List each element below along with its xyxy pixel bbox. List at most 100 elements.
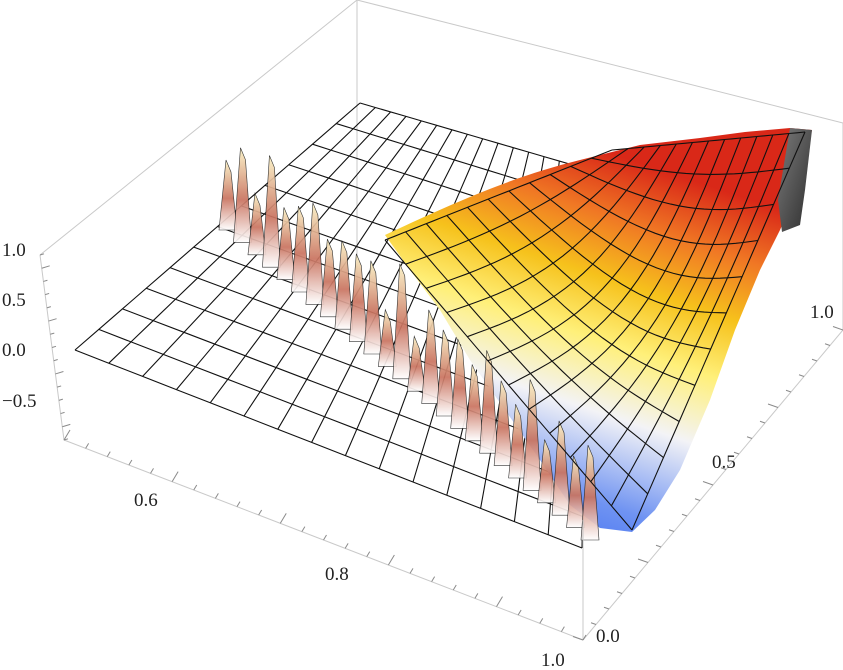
z-tick [60,411,65,415]
y-tick [767,403,779,408]
spike [247,192,267,256]
mesh-line [570,165,774,211]
x-axis-labels: 0.6 0.8 1.0 [134,490,565,670]
x-tick [452,584,457,591]
mesh-line [508,140,710,386]
mesh-line [405,231,649,495]
x-tick-label: 0.6 [134,490,158,511]
y-tick [572,636,584,641]
y-tick [681,513,688,517]
y-tick [733,451,740,455]
y-tick [702,481,714,486]
x-tick-label: 1.0 [541,650,565,670]
spike [320,238,339,318]
z-tick [58,398,64,401]
mesh-line [569,136,758,458]
z-tick [50,332,55,335]
y-tick [616,591,623,594]
x-tick [387,554,395,566]
mesh-line [610,133,790,507]
spike [493,380,513,466]
x-tick [560,626,565,632]
y-tick [629,575,636,579]
y-tick [694,498,701,501]
spike [291,205,310,293]
y-tick [668,529,675,532]
x-tick [409,568,414,574]
x-tick [344,543,349,549]
spike [479,350,498,454]
z-tick [51,345,57,348]
z-tick [46,306,52,309]
y-tick [655,544,662,548]
x-tick [236,501,241,507]
mesh-line [426,146,645,289]
z-tick [56,385,62,388]
spike-artifacts [218,147,600,541]
z-tick-label: 0.5 [2,290,26,311]
spike [218,159,238,231]
mesh-line [631,131,806,531]
mesh-line [549,137,742,434]
surface-dark-edge [778,128,812,232]
y-tick [785,389,792,393]
y-tick [832,326,843,331]
spike [348,253,368,342]
y-tick [824,343,831,346]
spike [551,420,571,516]
x-tick [366,551,371,557]
mesh-line [549,174,758,245]
spike [392,263,412,380]
y-tick [798,374,805,377]
mesh-line [446,215,680,422]
spike [276,207,296,280]
spike [522,379,542,491]
z-tick [44,292,50,296]
spike [334,240,354,330]
z-tick [62,423,71,428]
plot-box-back-edges [39,0,843,330]
mesh-line [591,157,790,175]
y-tick [603,606,610,610]
spike [580,445,600,541]
spike [262,155,281,268]
surface-mesh [384,131,806,531]
y-tick-label: 0.5 [712,452,736,473]
mesh-line [508,190,727,314]
spike [305,202,325,305]
y-tick [637,558,649,563]
x-tick [63,429,71,441]
z-tick-label: −0.5 [2,391,36,412]
spike [421,309,441,404]
grid-line [146,287,585,455]
grid-line [359,102,591,171]
x-tick [193,484,198,491]
grid-line [98,328,583,518]
spike [377,308,397,367]
mesh-line [528,139,726,410]
x-tick [323,534,327,541]
x-tick [496,596,503,607]
spike [508,404,527,479]
y-tick-label: 0.0 [596,626,620,647]
z-tick [41,265,50,269]
x-tick [517,609,522,616]
x-tick [85,443,90,449]
mesh-line [384,239,633,531]
x-tick [258,509,263,516]
spike [450,338,470,429]
x-tick [128,459,133,466]
grid-line [74,349,583,549]
z-tick [55,371,64,375]
x-tick [171,471,179,482]
mesh-line [487,142,693,362]
spike [233,147,252,243]
z-tick [39,253,45,256]
y-tick [811,358,818,362]
mesh-line [405,148,629,265]
x-tick [301,526,306,532]
z-tick [43,279,48,282]
z-tick-label: 0.0 [2,340,26,361]
y-tick [746,436,753,439]
y-tick [720,467,727,470]
